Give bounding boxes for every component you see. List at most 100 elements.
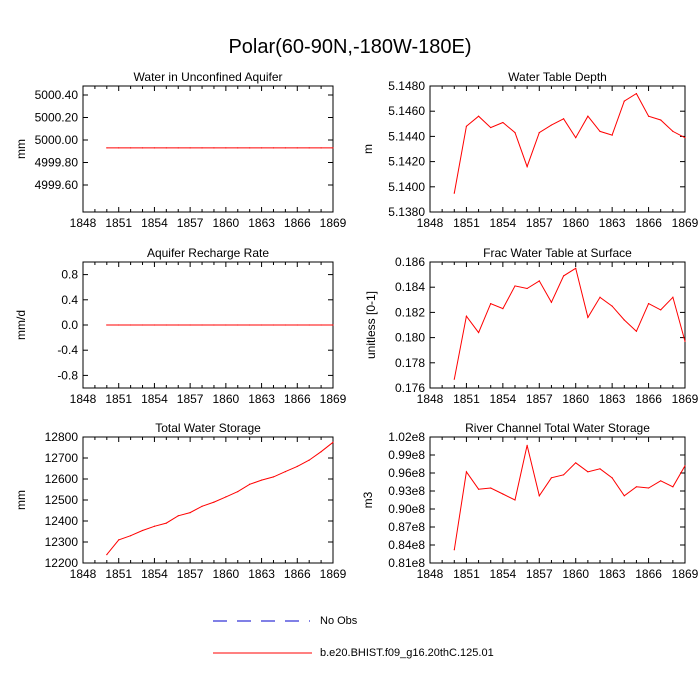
- data-point: [526, 287, 528, 290]
- data-point: [141, 529, 144, 532]
- y-tick-label: 0.96e8: [388, 466, 425, 480]
- x-tick-label: 1869: [320, 392, 347, 406]
- y-tick-label: 0.84e8: [388, 538, 425, 552]
- data-point: [623, 100, 625, 102]
- y-tick-label: 12200: [45, 556, 79, 570]
- data-point: [118, 324, 120, 326]
- x-tick-label: 1860: [562, 567, 589, 581]
- data-point: [225, 496, 227, 498]
- data-point: [562, 275, 565, 277]
- y-tick-label: 5.1460: [388, 104, 425, 118]
- data-point: [272, 147, 275, 149]
- data-point: [514, 285, 516, 287]
- data-point: [623, 495, 625, 497]
- series-line: [106, 441, 334, 555]
- data-point: [130, 324, 132, 326]
- chart-title: River Channel Total Water Storage: [465, 421, 650, 435]
- data-point: [153, 147, 156, 149]
- data-point: [332, 324, 334, 326]
- x-tick-label: 1869: [320, 216, 347, 230]
- y-tick-label: 12700: [45, 451, 79, 465]
- y-tick-label: 4999.80: [35, 156, 79, 170]
- y-tick-label: 12500: [45, 493, 79, 507]
- data-point: [635, 92, 638, 95]
- y-tick-label: 4999.60: [35, 178, 79, 192]
- data-point: [320, 147, 322, 149]
- plot-frame: [429, 261, 686, 389]
- data-point: [237, 491, 239, 493]
- x-tick-label: 1851: [105, 567, 132, 581]
- data-point: [332, 147, 334, 149]
- x-tick-label: 1863: [599, 216, 626, 230]
- data-point: [296, 465, 298, 467]
- x-tick-label: 1851: [105, 216, 132, 230]
- y-axis-label: mm: [14, 139, 28, 159]
- x-tick-label: 1848: [417, 216, 444, 230]
- y-tick-label: 0.180: [395, 331, 425, 345]
- data-point: [260, 324, 263, 326]
- y-tick-label: 0.8: [61, 268, 78, 282]
- data-point: [490, 126, 492, 129]
- chart-panel-4: Frac Water Table at Surface unitless [0-1…: [364, 246, 699, 406]
- x-tick-label: 1857: [526, 392, 553, 406]
- data-point: [213, 501, 215, 503]
- x-tick-label: 1860: [213, 216, 240, 230]
- y-tick-label: 0.90e8: [388, 502, 425, 516]
- x-tick-label: 1854: [141, 216, 168, 230]
- x-tick-label: 1848: [70, 392, 97, 406]
- y-tick-label: 0.0: [61, 318, 78, 332]
- data-point: [477, 488, 480, 490]
- x-tick-label: 1866: [284, 567, 311, 581]
- page-title: Polar(60-90N,-180W-180E): [228, 36, 472, 58]
- x-tick-label: 1857: [177, 392, 204, 406]
- data-point: [538, 495, 540, 497]
- y-tick-label: 0.184: [395, 280, 425, 294]
- data-point: [153, 324, 156, 326]
- data-point: [237, 324, 239, 326]
- data-point: [189, 147, 191, 149]
- data-point: [177, 324, 179, 326]
- x-tick-label: 1866: [635, 392, 662, 406]
- y-tick-label: 0.93e8: [388, 484, 425, 498]
- x-tick-label: 1869: [320, 567, 347, 581]
- data-point: [647, 487, 650, 489]
- data-point: [599, 296, 601, 298]
- x-tick-label: 1848: [417, 567, 444, 581]
- data-point: [225, 324, 227, 326]
- x-tick-label: 1857: [526, 567, 553, 581]
- data-point: [201, 505, 203, 507]
- data-point: [177, 515, 179, 517]
- data-point: [660, 480, 662, 482]
- y-tick-label: 12600: [45, 472, 79, 486]
- data-point: [635, 330, 638, 332]
- data-point: [284, 324, 286, 326]
- data-point: [562, 474, 565, 476]
- y-tick-label: 5000.00: [35, 133, 79, 147]
- x-tick-label: 1854: [490, 567, 517, 581]
- data-point: [284, 147, 286, 149]
- data-point: [308, 147, 310, 149]
- data-point: [672, 130, 674, 132]
- data-point: [490, 487, 492, 489]
- x-tick-label: 1869: [672, 567, 699, 581]
- x-tick-label: 1857: [177, 567, 204, 581]
- y-axis-label: unitless [0-1]: [364, 291, 378, 359]
- x-tick-label: 1866: [284, 216, 311, 230]
- y-axis-label: m3: [361, 491, 375, 508]
- chart-panel-1: Water in Unconfined Aquifer mm 1848 1851 185…: [14, 70, 347, 230]
- chart-panel-6: River Channel Total Water Storage m3 1848 1…: [361, 421, 699, 581]
- data-point: [587, 316, 589, 319]
- x-tick-label: 1869: [672, 216, 699, 230]
- data-point: [165, 147, 167, 149]
- y-tick-label: 5.1440: [388, 129, 425, 143]
- data-point: [201, 147, 203, 149]
- data-point: [260, 147, 263, 149]
- x-tick-label: 1860: [213, 392, 240, 406]
- data-point: [308, 324, 310, 326]
- y-tick-label: 0.99e8: [388, 448, 425, 462]
- y-tick-label: 12800: [45, 430, 79, 444]
- data-point: [647, 302, 650, 305]
- data-point: [550, 124, 553, 126]
- data-point: [477, 331, 480, 334]
- data-point: [296, 324, 298, 326]
